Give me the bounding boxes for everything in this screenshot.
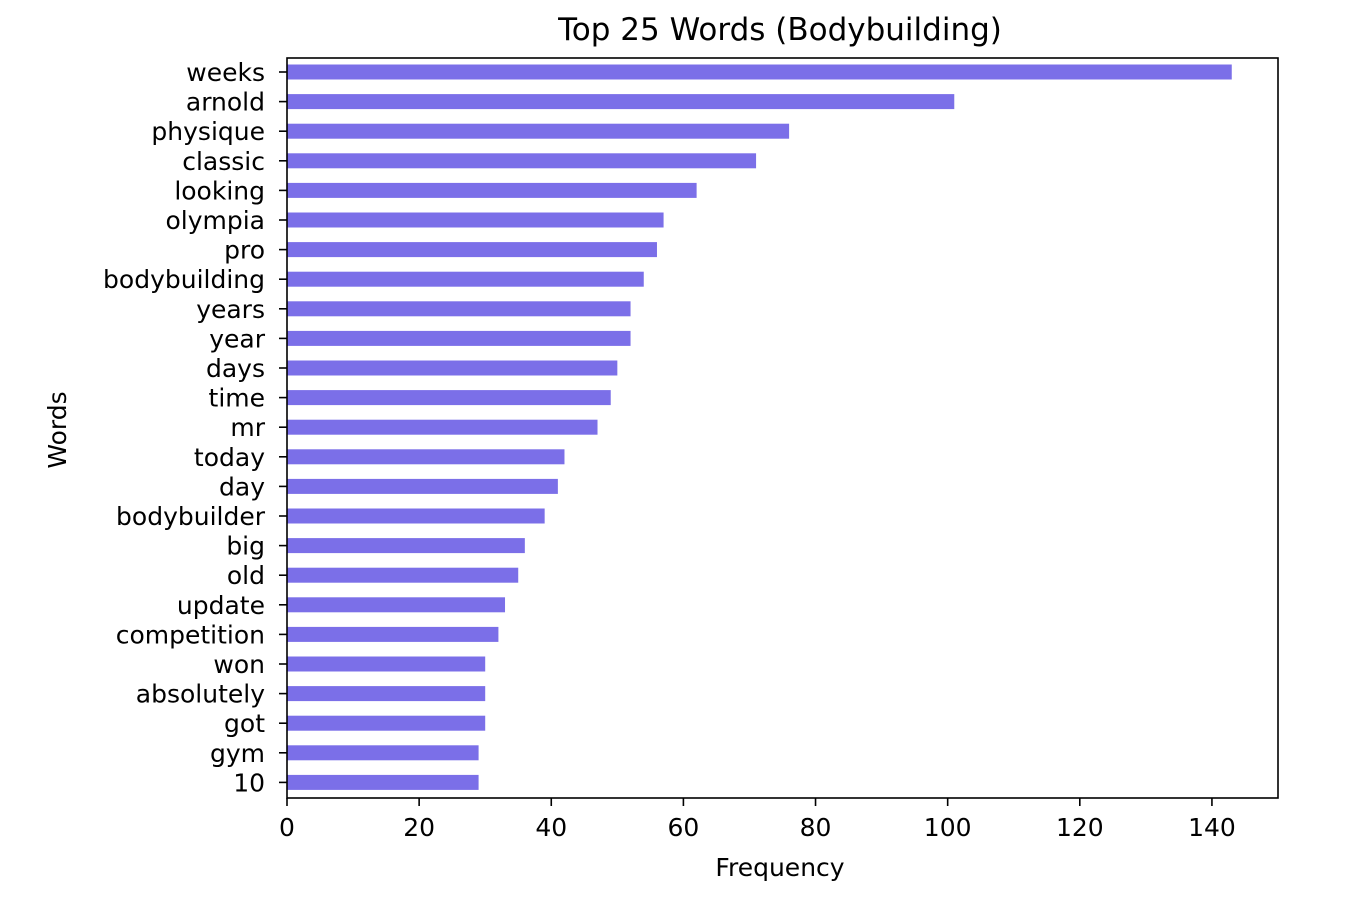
- y-tick-label: year: [209, 324, 265, 353]
- bar-physique: [287, 123, 790, 139]
- y-tick-label: olympia: [165, 206, 265, 235]
- bar-old: [287, 567, 519, 583]
- bar-day: [287, 478, 558, 494]
- y-tick-label: old: [227, 561, 265, 590]
- bar-bodybuilder: [287, 508, 545, 524]
- bar-big: [287, 538, 525, 554]
- bar-bodybuilding: [287, 271, 644, 287]
- x-tick-label: 0: [279, 813, 295, 842]
- bar-absolutely: [287, 686, 486, 702]
- bar-looking: [287, 182, 697, 198]
- x-tick-label: 20: [403, 813, 435, 842]
- bars-group: [287, 64, 1232, 790]
- bar-classic: [287, 153, 757, 169]
- x-axis: 0 20 40 60 80 100 120 140: [279, 798, 1236, 842]
- x-tick-label: 60: [667, 813, 699, 842]
- y-tick-label: day: [219, 472, 265, 501]
- y-axis: weeksarnoldphysiqueclassiclookingolympia…: [103, 58, 287, 797]
- bar-mr: [287, 419, 598, 435]
- y-tick-label: weeks: [186, 58, 265, 87]
- y-tick-label: classic: [182, 147, 265, 176]
- y-tick-label: update: [177, 591, 265, 620]
- bar-olympia: [287, 212, 664, 228]
- y-tick-label: bodybuilder: [116, 502, 266, 531]
- y-tick-label: days: [206, 354, 265, 383]
- y-tick-label: got: [224, 709, 265, 738]
- bar-pro: [287, 242, 657, 258]
- y-tick-label: pro: [224, 236, 265, 265]
- x-tick-label: 140: [1188, 813, 1236, 842]
- bar-today: [287, 449, 565, 465]
- y-tick-label: competition: [116, 620, 265, 649]
- bar-got: [287, 715, 486, 731]
- y-axis-label: Words: [43, 391, 72, 468]
- bar-time: [287, 390, 611, 406]
- bar-won: [287, 656, 486, 672]
- y-tick-label: won: [213, 650, 265, 679]
- y-tick-label: time: [209, 384, 265, 413]
- y-tick-label: absolutely: [136, 680, 265, 709]
- chart-title: Top 25 Words (Bodybuilding): [557, 12, 1002, 48]
- bar-arnold: [287, 94, 955, 110]
- y-tick-label: years: [196, 295, 265, 324]
- bar-days: [287, 360, 618, 376]
- y-tick-label: big: [226, 532, 265, 561]
- y-tick-label: today: [194, 443, 265, 472]
- bar-gym: [287, 745, 479, 761]
- y-tick-label: arnold: [186, 88, 265, 117]
- x-axis-label: Frequency: [715, 853, 844, 882]
- y-tick-label: physique: [151, 117, 265, 146]
- y-tick-label: 10: [233, 768, 265, 797]
- bar-competition: [287, 626, 499, 642]
- x-tick-label: 80: [800, 813, 832, 842]
- y-tick-label: gym: [210, 739, 265, 768]
- y-tick-label: bodybuilding: [103, 265, 265, 294]
- bar-year: [287, 330, 631, 346]
- x-tick-label: 120: [1056, 813, 1104, 842]
- bar-10: [287, 774, 479, 790]
- x-tick-label: 100: [924, 813, 972, 842]
- y-tick-label: looking: [174, 176, 265, 205]
- y-tick-label: mr: [230, 413, 265, 442]
- bar-update: [287, 597, 506, 613]
- bar-years: [287, 301, 631, 317]
- x-tick-label: 40: [535, 813, 567, 842]
- bar-weeks: [287, 64, 1232, 80]
